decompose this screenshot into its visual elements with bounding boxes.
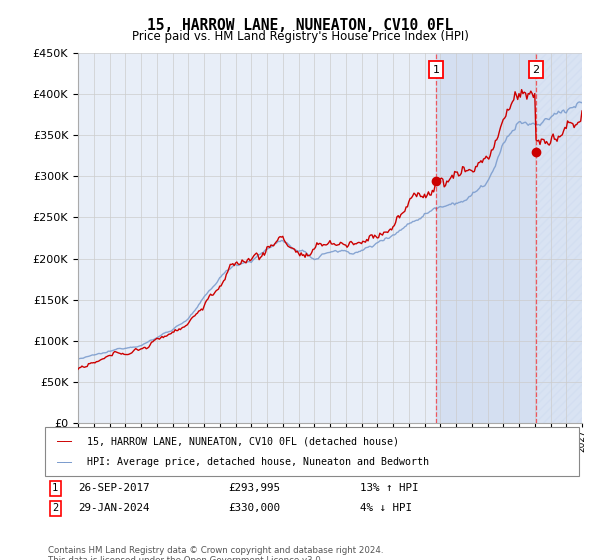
Text: 29-JAN-2024: 29-JAN-2024: [78, 503, 149, 514]
Text: £330,000: £330,000: [228, 503, 280, 514]
Bar: [536, 53, 582, 423]
Text: Price paid vs. HM Land Registry's House Price Index (HPI): Price paid vs. HM Land Registry's House …: [131, 30, 469, 43]
Text: 26-SEP-2017: 26-SEP-2017: [78, 483, 149, 493]
Text: ——: ——: [57, 435, 72, 448]
Text: 1: 1: [52, 483, 58, 493]
Text: 1: 1: [433, 64, 440, 74]
Text: 2: 2: [532, 64, 539, 74]
Text: ——: ——: [57, 456, 72, 469]
Text: Contains HM Land Registry data © Crown copyright and database right 2024.
This d: Contains HM Land Registry data © Crown c…: [48, 546, 383, 560]
Text: 2: 2: [52, 503, 58, 514]
Text: HPI: Average price, detached house, Nuneaton and Bedworth: HPI: Average price, detached house, Nune…: [87, 458, 429, 467]
Text: 4% ↓ HPI: 4% ↓ HPI: [360, 503, 412, 514]
Text: £293,995: £293,995: [228, 483, 280, 493]
Bar: [436, 53, 536, 423]
Text: 13% ↑ HPI: 13% ↑ HPI: [360, 483, 419, 493]
Text: 15, HARROW LANE, NUNEATON, CV10 0FL: 15, HARROW LANE, NUNEATON, CV10 0FL: [147, 18, 453, 33]
Text: 15, HARROW LANE, NUNEATON, CV10 0FL (detached house): 15, HARROW LANE, NUNEATON, CV10 0FL (det…: [87, 437, 399, 447]
